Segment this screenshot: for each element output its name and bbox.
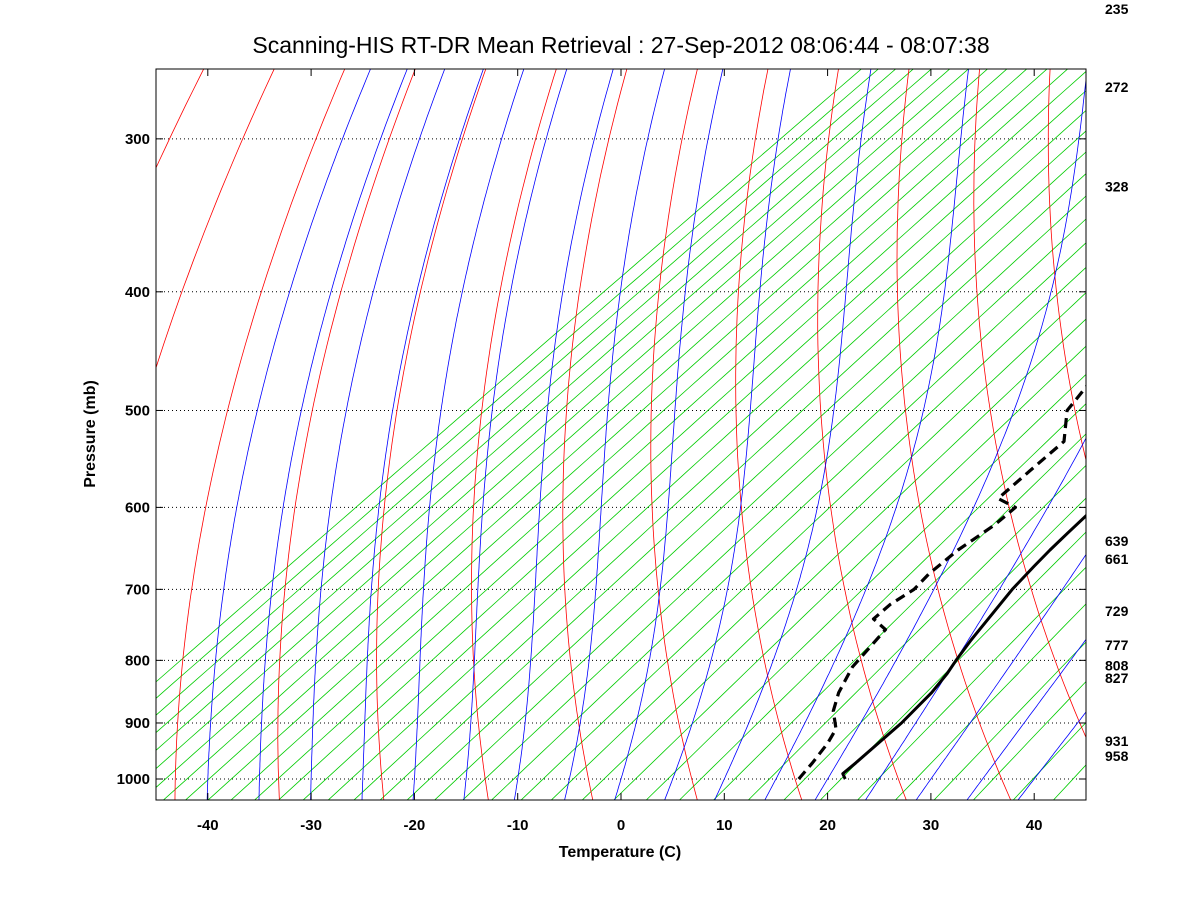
x-tick-label: 40: [1026, 817, 1043, 834]
right-pressure-label: 827: [1105, 670, 1129, 686]
moist-adiabat: [258, 69, 408, 800]
moist-adiabat: [814, 76, 1086, 800]
mixing-ratio-line: [327, 109, 1086, 800]
dry-adiabat: [896, 69, 1012, 800]
mixing-ratio-line: [678, 403, 1086, 800]
dry-adiabat: [376, 69, 487, 800]
x-tick-label: -10: [507, 817, 529, 834]
moist-adiabat: [310, 69, 446, 800]
y-tick-label: 600: [125, 499, 150, 516]
moist-adiabat: [412, 69, 525, 800]
right-pressure-label: 958: [1105, 748, 1129, 764]
mixing-ratio-line: [207, 69, 1028, 800]
x-ticks: -40 -30 -20 -10 0 10 20 30 40: [197, 69, 1043, 834]
dry-adiabat: [817, 69, 907, 800]
dry-adiabat: [174, 69, 346, 800]
mixing-ratio-line: [520, 266, 1086, 800]
right-pressure-labels: 2002122232352723286396617297778088279319…: [1105, 1, 1129, 764]
mixing-ratio-line: [550, 292, 1086, 800]
dry-adiabat: [650, 69, 698, 800]
mixing-ratio-line: [278, 70, 1086, 800]
mixing-ratio-line: [156, 69, 862, 683]
mixing-ratio-line: [353, 130, 1086, 800]
moist-adiabat: [463, 69, 568, 800]
profile-lines: [797, 384, 1086, 781]
right-pressure-label: 777: [1105, 637, 1129, 653]
mixing-ratio-line: [379, 151, 1086, 800]
mixing-ratio-line: [434, 195, 1086, 800]
moist-adiabat: [206, 69, 371, 800]
moist-adiabat: [915, 553, 1086, 800]
x-tick-label: 0: [617, 817, 625, 834]
mixing-ratio-line: [783, 497, 1086, 800]
right-pressure-label: 639: [1105, 533, 1129, 549]
mixing-ratio-line: [156, 69, 969, 788]
x-tick-label: 10: [716, 817, 733, 834]
mixing-ratio-line: [406, 173, 1086, 800]
right-pressure-label: 729: [1105, 603, 1129, 619]
mixing-ratio-line: [747, 464, 1086, 800]
moist-adiabat: [361, 69, 484, 800]
mixing-ratio-line: [184, 69, 1008, 800]
mixing-ratio-line: [230, 69, 1048, 800]
mixing-ratio-line: [613, 345, 1086, 800]
y-tick-label: 800: [125, 652, 150, 669]
mixing-ratio-line: [645, 373, 1086, 800]
x-tick-label: -30: [300, 817, 322, 834]
y-axis-label: Pressure (mb): [82, 380, 99, 488]
temperature-profile-line: [841, 513, 1086, 780]
moist-adiabat: [865, 437, 1086, 800]
mixing-ratio-line: [162, 69, 989, 800]
moist-adiabat: [714, 69, 872, 800]
dry-adiabat: [471, 69, 557, 800]
dewpoint-profile-line: [797, 384, 1086, 781]
x-axis-label: Temperature (C): [559, 844, 681, 861]
plot-area: [156, 69, 1086, 800]
moist-adiabat: [764, 69, 969, 800]
background-lines: [156, 69, 1086, 800]
x-tick-label: 30: [923, 817, 940, 834]
moist-adiabat: [664, 69, 791, 800]
moist-adiabat: [614, 69, 724, 800]
mixing-ratio-line: [156, 69, 897, 716]
y-ticks: 5060708090100200300400500600700800900100…: [117, 131, 1086, 788]
y-tick-label: 900: [125, 715, 150, 732]
dry-adiabat: [277, 69, 416, 800]
y-tick-label: 400: [125, 284, 150, 301]
right-pressure-label: 272: [1105, 79, 1129, 95]
moist-adiabat: [564, 69, 666, 800]
moist-adiabat: [1017, 711, 1086, 800]
right-pressure-label: 328: [1105, 178, 1129, 194]
dry-adiabat: [735, 69, 803, 800]
mixing-ratio-line: [581, 318, 1086, 800]
x-tick-label: 20: [819, 817, 836, 834]
x-tick-label: -40: [197, 817, 219, 834]
right-pressure-label: 235: [1105, 1, 1129, 17]
mixing-ratio-line: [156, 69, 914, 734]
mixing-ratio-line: [156, 69, 932, 751]
right-pressure-label: 931: [1105, 733, 1129, 749]
mixing-ratio-line: [462, 218, 1086, 800]
dry-adiabat: [973, 69, 1086, 739]
mixing-ratio-line: [490, 242, 1086, 800]
dry-adiabat: [562, 69, 628, 800]
moist-adiabat: [966, 638, 1086, 800]
mixing-ratio-line: [156, 69, 879, 699]
y-tick-label: 300: [125, 131, 150, 148]
y-tick-label: 1000: [117, 771, 150, 788]
right-pressure-label: 808: [1105, 658, 1129, 674]
y-tick-label: 500: [125, 402, 150, 419]
x-tick-label: -20: [404, 817, 426, 834]
mixing-ratio-line: [253, 69, 1069, 800]
mixing-ratio-line: [302, 90, 1086, 800]
chart-title: Scanning-HIS RT-DR Mean Retrieval : 27-S…: [252, 32, 989, 58]
y-tick-label: 700: [125, 581, 150, 598]
right-pressure-label: 661: [1105, 551, 1129, 567]
moist-adiabat: [513, 69, 614, 800]
